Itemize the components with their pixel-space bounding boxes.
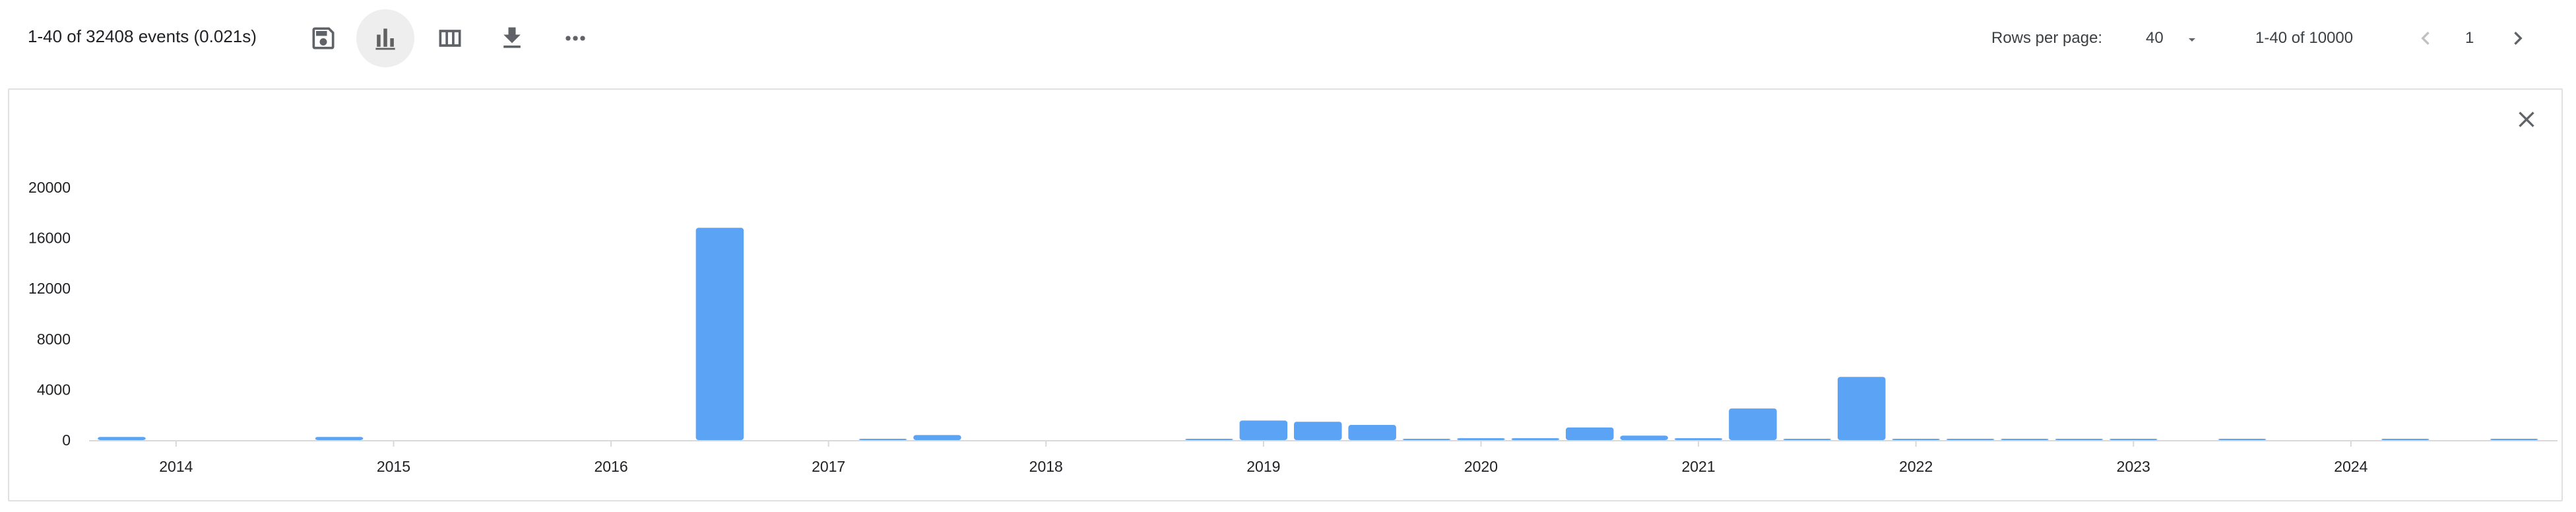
rows-per-page-label: Rows per page: xyxy=(1991,29,2103,47)
download-button[interactable] xyxy=(483,9,541,67)
toggle-histogram-button[interactable] xyxy=(356,9,414,67)
save-search-button[interactable] xyxy=(294,9,352,67)
x-axis: 2014 2015 2016 2017 2018 2019 2020 2021 2022 2023… xyxy=(159,441,2368,475)
histogram-bar[interactable] xyxy=(1294,422,1342,440)
dropdown-arrow-icon xyxy=(2189,38,2195,42)
close-icon xyxy=(2519,112,2534,127)
histogram-bar[interactable] xyxy=(2055,439,2104,440)
more-options-button[interactable] xyxy=(546,9,604,67)
more-horiz-icon xyxy=(565,36,585,41)
histogram-bar[interactable] xyxy=(2381,439,2430,440)
histogram-bar[interactable] xyxy=(1783,439,1832,440)
x-tick-label: 2016 xyxy=(594,458,628,475)
x-tick-label: 2015 xyxy=(377,458,410,475)
histogram-bar[interactable] xyxy=(2490,439,2538,440)
x-tick-label: 2020 xyxy=(1464,458,1498,475)
histogram-bar[interactable] xyxy=(1402,439,1451,440)
y-tick-label: 12000 xyxy=(28,280,71,297)
y-axis: 0 4000 8000 12000 16000 20000 xyxy=(28,179,71,449)
chevron-left-icon xyxy=(2421,32,2430,45)
y-tick-label: 4000 xyxy=(37,381,71,398)
histogram-bar[interactable] xyxy=(2109,439,2158,440)
histogram-bar[interactable] xyxy=(1185,439,1233,440)
x-tick-label: 2014 xyxy=(159,458,193,475)
histogram-bar[interactable] xyxy=(2001,439,2049,440)
histogram-bar[interactable] xyxy=(1620,435,1668,440)
save-icon xyxy=(312,27,335,49)
events-summary: 1-40 of 32408 events (0.021s) xyxy=(28,26,257,46)
y-tick-label: 8000 xyxy=(37,331,71,348)
histogram-bar[interactable] xyxy=(1838,377,1886,440)
histogram-bar[interactable] xyxy=(1348,425,1396,440)
histogram-bar[interactable] xyxy=(1674,438,1723,440)
histogram-bar[interactable] xyxy=(315,437,364,440)
y-tick-label: 16000 xyxy=(28,230,71,247)
x-tick-label: 2022 xyxy=(1899,458,1933,475)
histogram-bar[interactable] xyxy=(1457,438,1505,440)
x-tick-label: 2019 xyxy=(1246,458,1280,475)
columns-icon xyxy=(439,30,461,47)
x-tick-label: 2023 xyxy=(2117,458,2150,475)
histogram-bar[interactable] xyxy=(2218,439,2267,440)
chevron-right-icon xyxy=(2514,32,2523,45)
previous-page-button[interactable] xyxy=(2404,17,2447,59)
toolbar: 1-40 of 32408 events (0.021s) Rows per p… xyxy=(0,0,2576,78)
histogram-bar[interactable] xyxy=(695,228,744,440)
rows-per-page-select[interactable]: 40 xyxy=(2138,20,2210,57)
x-tick-label: 2021 xyxy=(1681,458,1715,475)
x-tick-label: 2018 xyxy=(1029,458,1063,475)
histogram-bar[interactable] xyxy=(1239,420,1288,440)
y-tick-label: 20000 xyxy=(28,179,71,196)
x-tick-label: 2024 xyxy=(2334,458,2367,475)
rows-per-page-value: 40 xyxy=(2146,29,2164,47)
current-page-number: 1 xyxy=(2465,29,2474,47)
histogram-bar[interactable] xyxy=(1729,408,1777,440)
close-histogram-button[interactable] xyxy=(2512,105,2541,134)
histogram-bar[interactable] xyxy=(858,439,907,440)
bars-group xyxy=(98,228,2538,440)
bar-chart-icon xyxy=(375,28,395,50)
histogram-bar[interactable] xyxy=(1946,439,1995,440)
y-tick-label: 0 xyxy=(62,432,71,449)
pagination-range: 1-40 of 10000 xyxy=(2255,29,2354,47)
histogram-bar[interactable] xyxy=(1511,438,1560,440)
next-page-button[interactable] xyxy=(2497,17,2539,59)
x-tick-label: 2017 xyxy=(812,458,845,475)
columns-button[interactable] xyxy=(421,9,479,67)
histogram-bar[interactable] xyxy=(913,435,961,440)
histogram-bar[interactable] xyxy=(1892,439,1940,440)
download-icon xyxy=(503,27,521,48)
histogram-bar[interactable] xyxy=(1566,427,1614,440)
histogram-bar[interactable] xyxy=(98,437,146,440)
